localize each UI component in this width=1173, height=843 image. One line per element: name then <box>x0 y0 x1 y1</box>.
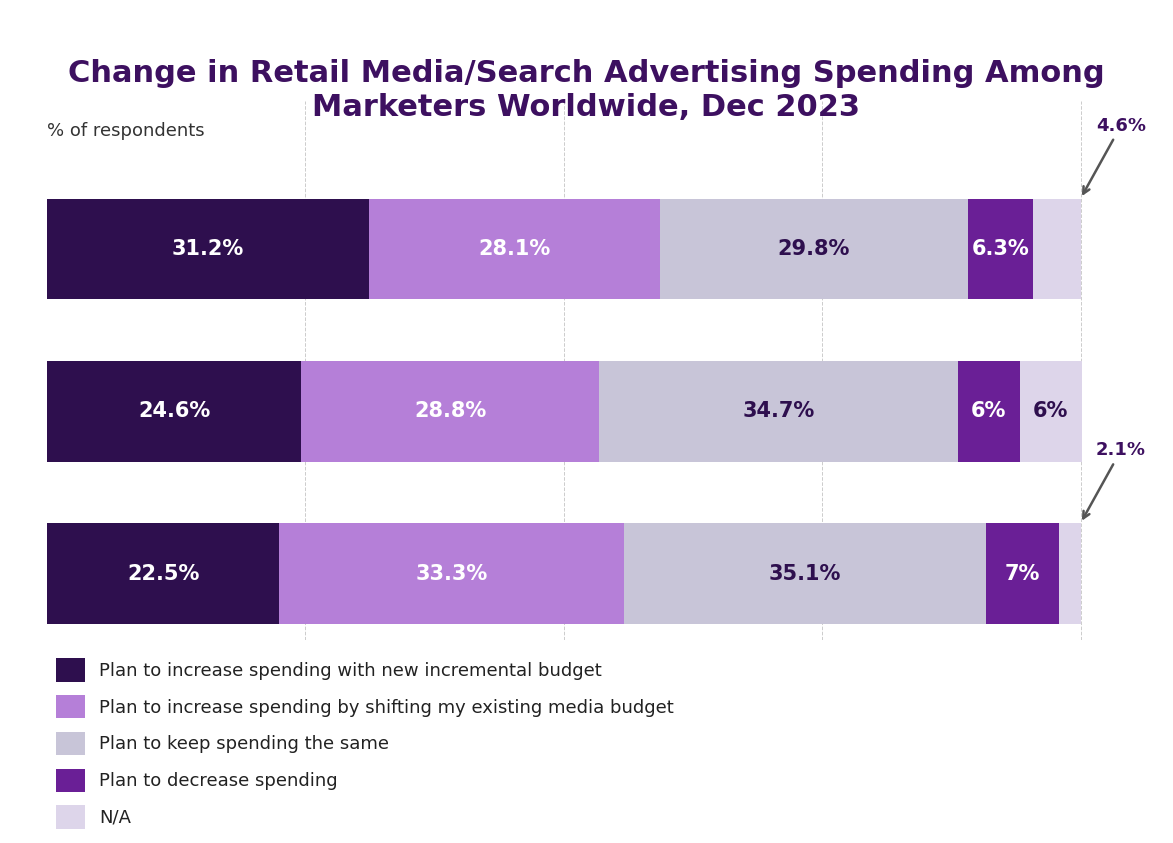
Text: 28.8%: 28.8% <box>414 401 486 422</box>
Bar <box>279 524 624 624</box>
Bar <box>1059 524 1080 624</box>
Bar <box>369 199 660 299</box>
Text: 6%: 6% <box>1033 401 1069 422</box>
Text: 2.1%: 2.1% <box>1083 441 1146 518</box>
Text: % of respondents: % of respondents <box>47 122 204 140</box>
Text: 29.8%: 29.8% <box>778 239 850 259</box>
Text: Change in Retail Media/Search Advertising Spending Among
Marketers Worldwide, De: Change in Retail Media/Search Advertisin… <box>68 59 1105 121</box>
Bar <box>47 199 369 299</box>
Bar <box>599 361 957 461</box>
Bar <box>660 199 968 299</box>
Text: 24.6%: 24.6% <box>138 401 210 422</box>
Bar <box>968 199 1033 299</box>
Text: 34.7%: 34.7% <box>743 401 814 422</box>
Text: 22.5%: 22.5% <box>127 563 199 583</box>
Text: 35.1%: 35.1% <box>769 563 841 583</box>
Text: 4.6%: 4.6% <box>1083 116 1146 194</box>
Text: 7%: 7% <box>1005 563 1040 583</box>
Bar <box>47 524 279 624</box>
Bar <box>624 524 986 624</box>
Legend: Plan to increase spending with new incremental budget, Plan to increase spending: Plan to increase spending with new incre… <box>56 658 674 829</box>
Bar <box>957 361 1019 461</box>
Text: 28.1%: 28.1% <box>479 239 551 259</box>
Text: 6%: 6% <box>971 401 1006 422</box>
Bar <box>1019 361 1082 461</box>
Bar <box>986 524 1059 624</box>
Bar <box>301 361 599 461</box>
Text: 6.3%: 6.3% <box>971 239 1030 259</box>
Text: 33.3%: 33.3% <box>415 563 488 583</box>
Bar <box>47 361 301 461</box>
Bar <box>1033 199 1080 299</box>
Text: 31.2%: 31.2% <box>172 239 244 259</box>
